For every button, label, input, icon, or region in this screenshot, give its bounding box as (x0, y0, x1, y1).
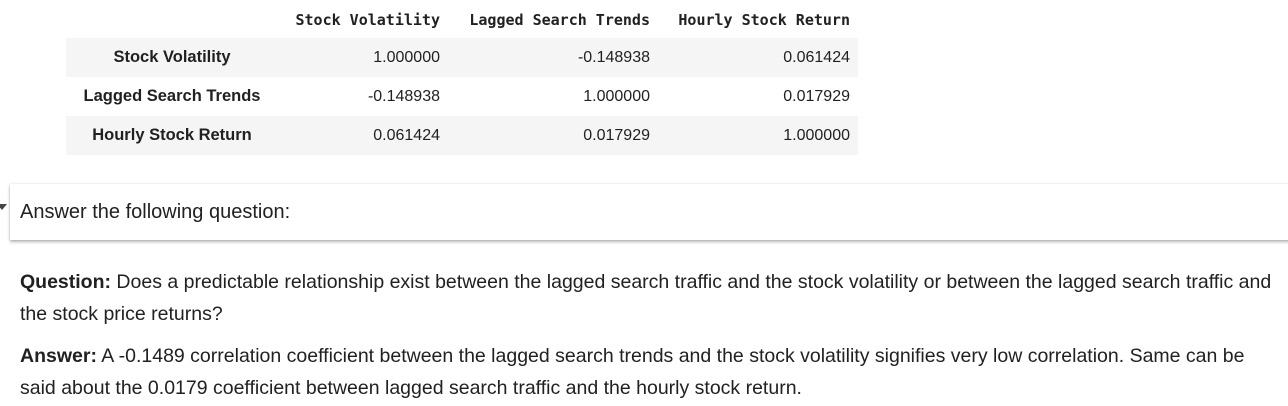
column-header: Stock Volatility (295, 11, 441, 29)
section-title: Answer the following question: (20, 200, 291, 223)
question-paragraph: Question: Does a predictable relationshi… (20, 266, 1282, 330)
table-cell: 1.000000 (373, 48, 440, 66)
table-cell: 0.017929 (783, 87, 850, 105)
table-cell: -0.148938 (577, 48, 650, 66)
table-cell: 0.061424 (373, 126, 440, 144)
column-header: Hourly Stock Return (678, 11, 850, 29)
table-cell: -0.148938 (367, 87, 440, 105)
table-corner-cell (66, 2, 278, 38)
table-cell: 1.000000 (783, 126, 850, 144)
table-row: Stock Volatility 1.000000 -0.148938 0.06… (66, 38, 858, 77)
collapse-caret-icon[interactable] (0, 204, 7, 210)
correlation-table: Stock Volatility Lagged Search Trends Ho… (66, 2, 858, 155)
question-text: Does a predictable relationship exist be… (20, 271, 1272, 325)
section-header-cell[interactable]: Answer the following question: (10, 184, 1288, 240)
table-header-row: Stock Volatility Lagged Search Trends Ho… (66, 2, 858, 38)
answer-text: A -0.1489 correlation coefficient betwee… (20, 345, 1245, 399)
question-label: Question: (20, 271, 111, 293)
table-cell: 0.061424 (783, 48, 850, 66)
answer-paragraph: Answer: A -0.1489 correlation coefficien… (20, 340, 1282, 404)
table-row: Hourly Stock Return 0.061424 0.017929 1.… (66, 116, 858, 155)
column-header: Lagged Search Trends (469, 11, 650, 29)
row-index-label: Lagged Search Trends (83, 87, 261, 105)
row-index-label: Hourly Stock Return (92, 126, 252, 144)
table-row: Lagged Search Trends -0.148938 1.000000 … (66, 77, 858, 116)
row-index-label: Stock Volatility (113, 48, 231, 66)
table-cell: 1.000000 (583, 87, 650, 105)
answer-label: Answer: (20, 345, 97, 367)
table-cell: 0.017929 (583, 126, 650, 144)
